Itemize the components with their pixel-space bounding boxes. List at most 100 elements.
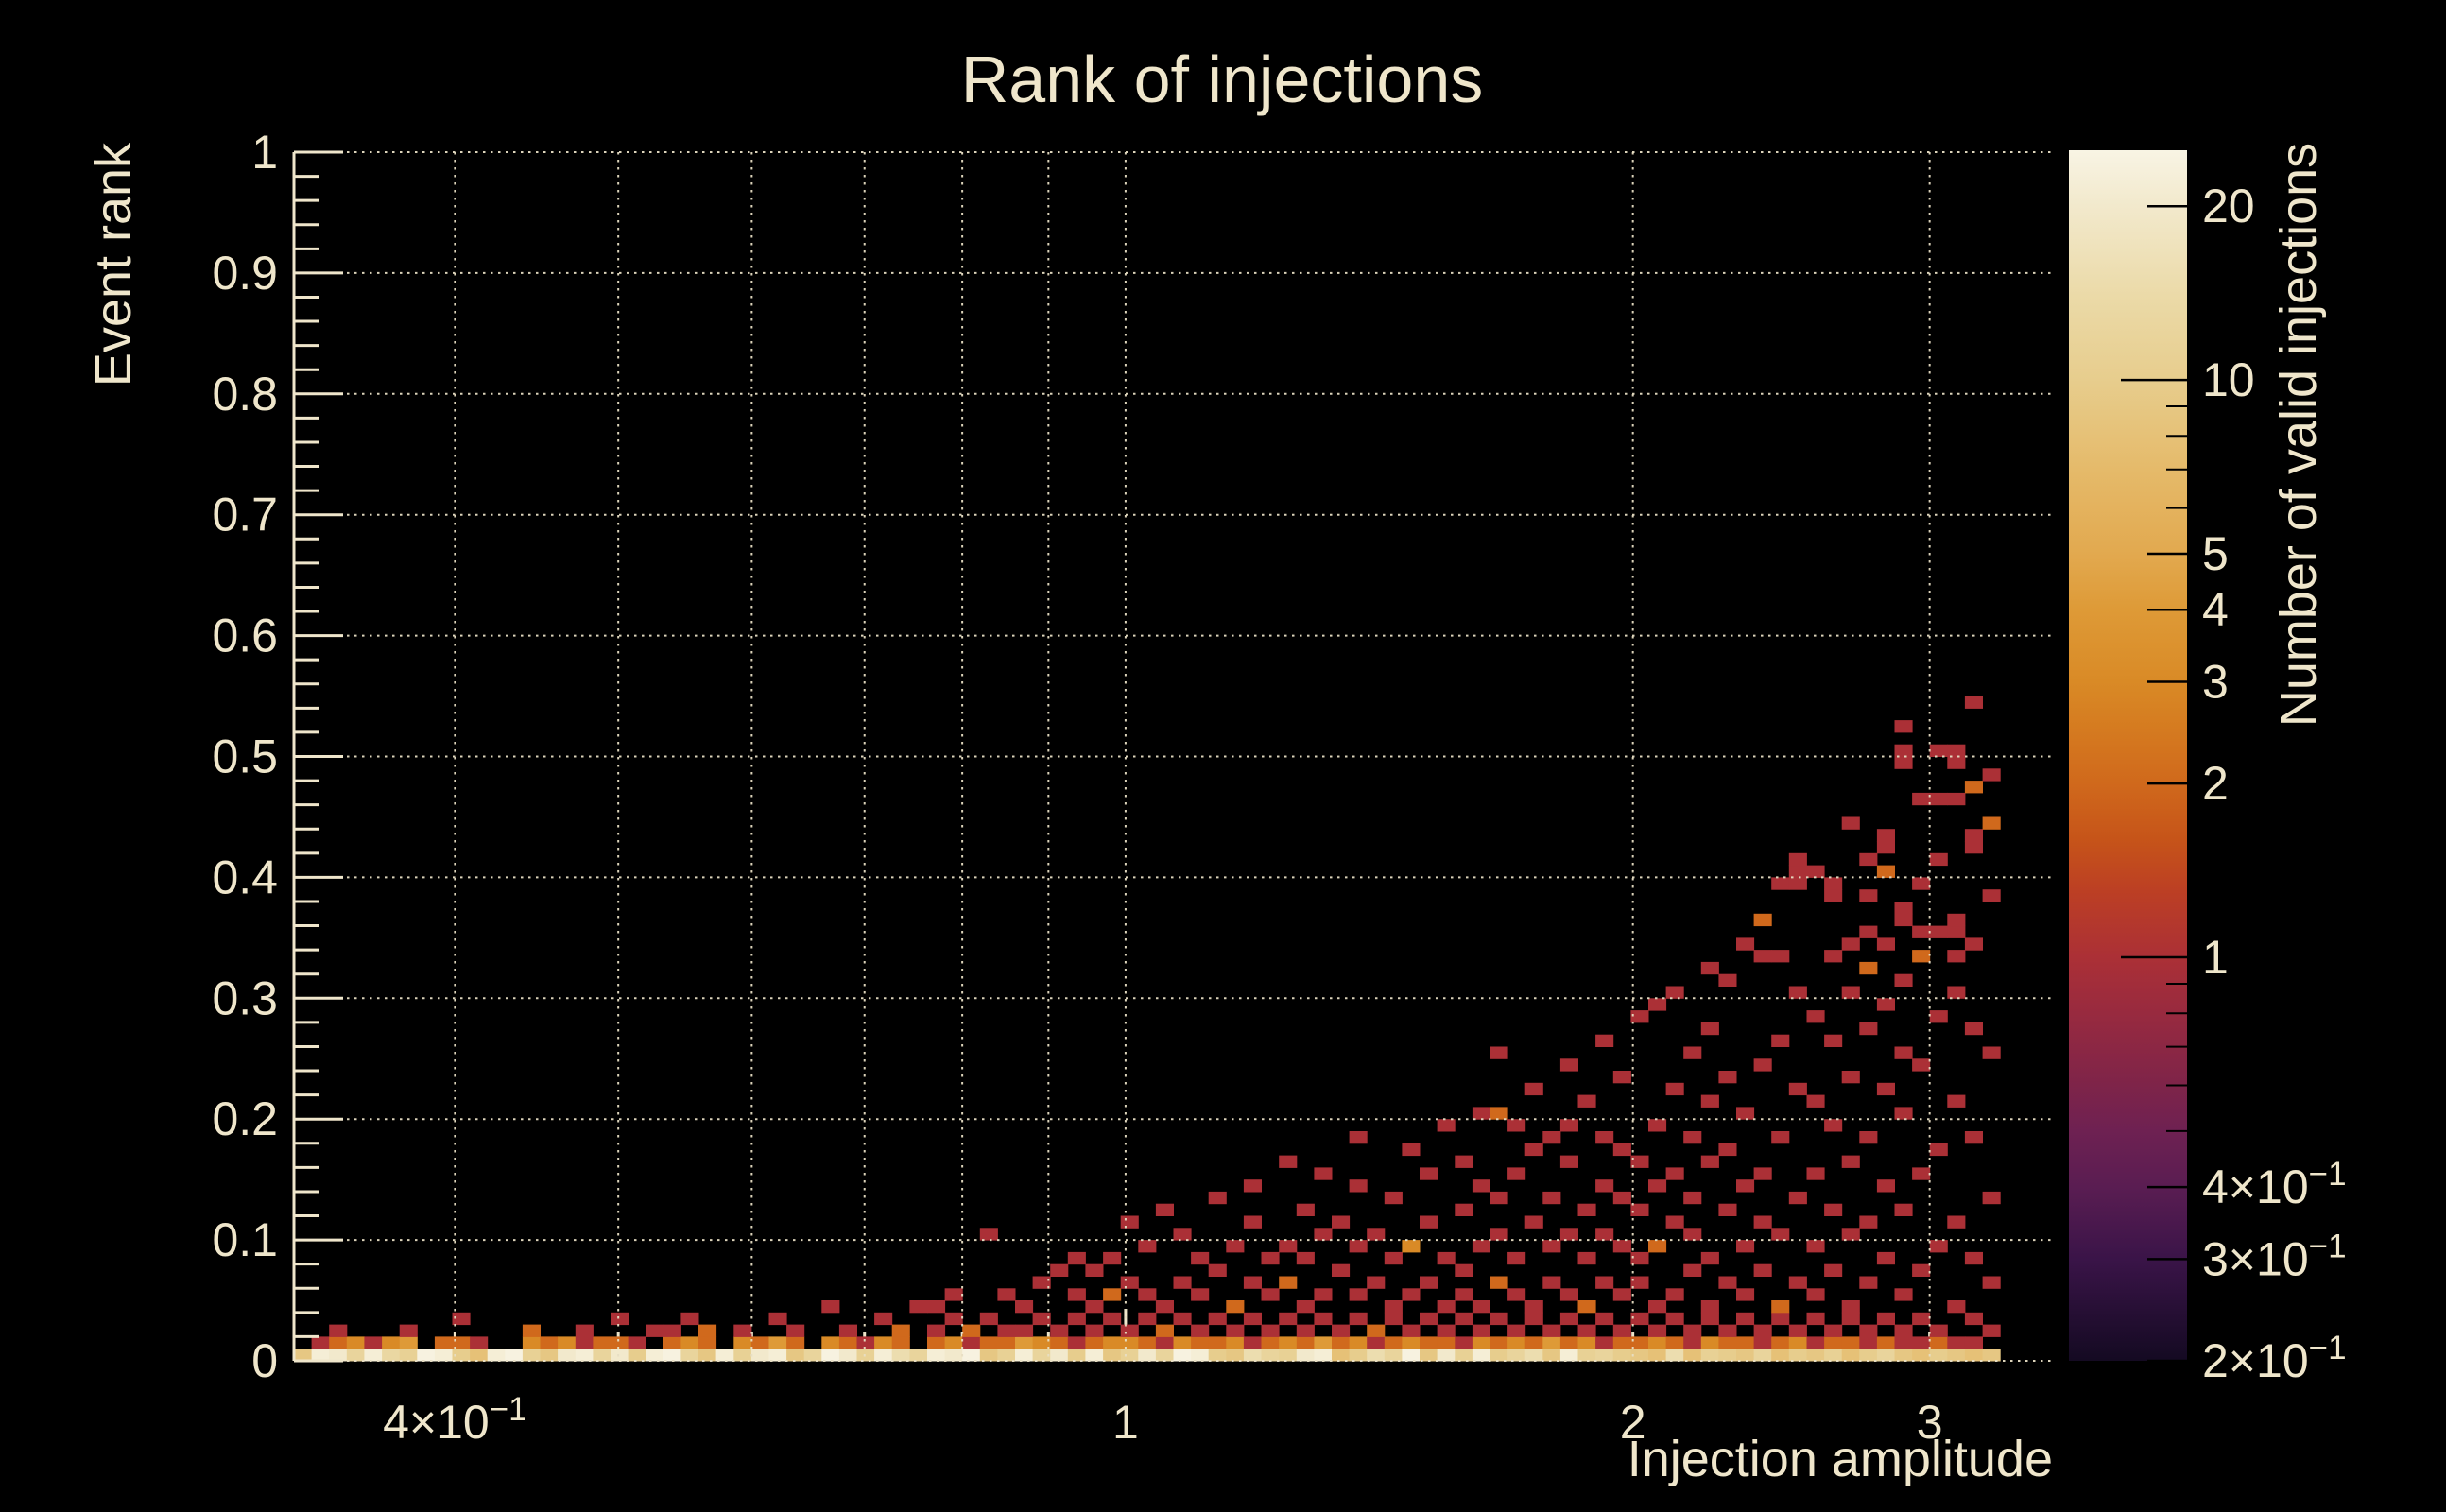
heatmap-cell bbox=[1138, 1349, 1157, 1362]
heatmap-cell bbox=[1050, 1324, 1069, 1337]
heatmap-cell bbox=[1050, 1349, 1069, 1362]
heatmap-cell bbox=[698, 1349, 717, 1362]
heatmap-cell bbox=[1894, 1349, 1913, 1362]
heatmap-cell bbox=[1314, 1228, 1333, 1241]
heatmap-cell bbox=[1929, 1349, 1948, 1362]
heatmap-cell bbox=[1595, 1034, 1614, 1047]
heatmap-cell bbox=[1771, 1131, 1790, 1144]
heatmap-cell bbox=[1806, 1349, 1825, 1362]
heatmap-cell bbox=[1367, 1349, 1386, 1362]
heatmap-cell bbox=[663, 1349, 681, 1362]
heatmap-cell bbox=[558, 1349, 577, 1362]
heatmap-cell bbox=[944, 1336, 963, 1349]
heatmap-cell bbox=[821, 1336, 840, 1349]
heatmap-cell bbox=[1771, 877, 1790, 890]
heatmap-cell bbox=[1736, 1107, 1755, 1120]
heatmap-cell bbox=[1437, 1119, 1456, 1132]
heatmap-cell bbox=[1929, 1336, 1948, 1349]
heatmap-cell bbox=[1912, 1263, 1931, 1277]
heatmap-cell bbox=[505, 1349, 524, 1362]
heatmap-cell bbox=[1947, 925, 1966, 938]
heatmap-cell bbox=[1894, 1336, 1913, 1349]
heatmap-cell bbox=[1894, 902, 1913, 915]
heatmap-cell bbox=[1208, 1263, 1227, 1277]
heatmap-cell bbox=[1788, 1324, 1807, 1337]
heatmap-cell bbox=[874, 1336, 893, 1349]
heatmap-cell bbox=[1894, 973, 1913, 987]
colorbar-tick-label: 3 bbox=[2202, 656, 2229, 709]
heatmap-cell bbox=[1665, 1336, 1684, 1349]
heatmap-cell bbox=[1876, 1349, 1895, 1362]
heatmap-cell bbox=[1894, 1107, 1913, 1120]
heatmap-cell bbox=[1947, 792, 1966, 806]
heatmap-cell bbox=[1947, 1094, 1966, 1108]
heatmap-cell bbox=[1120, 1215, 1139, 1228]
heatmap-cell bbox=[1279, 1240, 1298, 1253]
heatmap-cell bbox=[1683, 1191, 1702, 1205]
heatmap-cell bbox=[1507, 1324, 1526, 1337]
heatmap-cell bbox=[1947, 756, 1966, 769]
heatmap-cell bbox=[1683, 1263, 1702, 1277]
heatmap-cell bbox=[1226, 1336, 1245, 1349]
heatmap-cell bbox=[1279, 1276, 1298, 1289]
heatmap-cell bbox=[1630, 1349, 1649, 1362]
x-axis-title: Injection amplitude bbox=[1628, 1431, 2053, 1487]
heatmap-cell bbox=[927, 1300, 946, 1314]
heatmap-cell bbox=[1296, 1203, 1315, 1216]
heatmap-cell bbox=[1455, 1336, 1473, 1349]
colorbar-tick-label: 2 bbox=[2202, 757, 2229, 810]
heatmap-cell bbox=[1226, 1300, 1245, 1314]
heatmap-cell bbox=[628, 1336, 646, 1349]
heatmap-cell bbox=[1912, 1336, 1931, 1349]
heatmap-cell bbox=[1138, 1312, 1157, 1326]
heatmap-cell bbox=[1912, 877, 1931, 890]
heatmap-cell bbox=[1683, 1228, 1702, 1241]
heatmap-cell bbox=[417, 1349, 436, 1362]
heatmap-cell bbox=[1243, 1336, 1262, 1349]
colorbar: 20 10 54 3 2 1 4×10−1 3×10−1 2×10−1 bbox=[2069, 150, 2347, 1387]
heatmap-cell bbox=[1332, 1349, 1351, 1362]
heatmap-cell bbox=[1824, 889, 1843, 902]
heatmap-cell bbox=[382, 1349, 401, 1362]
heatmap-cell bbox=[1718, 1349, 1737, 1362]
heatmap-cell bbox=[1067, 1349, 1086, 1362]
heatmap-cell bbox=[1559, 1119, 1578, 1132]
heatmap-cell bbox=[1876, 841, 1895, 854]
heatmap-cell bbox=[1208, 1312, 1227, 1326]
heatmap-cell bbox=[1296, 1349, 1315, 1362]
heatmap-cell bbox=[1314, 1167, 1333, 1180]
heatmap-cell bbox=[856, 1336, 875, 1349]
heatmap-cell bbox=[1771, 950, 1790, 963]
heatmap-cell bbox=[768, 1312, 787, 1326]
heatmap-cell bbox=[1753, 1167, 1772, 1180]
heatmap-cell bbox=[1490, 1191, 1508, 1205]
heatmap-cell bbox=[1788, 865, 1807, 878]
heatmap-cell bbox=[1824, 1349, 1843, 1362]
heatmap-cell bbox=[979, 1336, 998, 1349]
heatmap-cell bbox=[1982, 816, 2001, 830]
colorbar-tick-label: 20 bbox=[2202, 180, 2255, 232]
heatmap-cell bbox=[1191, 1336, 1210, 1349]
heatmap-cell bbox=[1788, 1276, 1807, 1289]
heatmap-cell bbox=[1332, 1324, 1351, 1337]
colorbar-gradient bbox=[2069, 150, 2187, 1361]
heatmap-cell bbox=[1806, 1240, 1825, 1253]
heatmap-cell bbox=[1894, 1324, 1913, 1337]
heatmap-cell bbox=[1824, 1034, 1843, 1047]
heatmap-cell bbox=[1559, 1155, 1578, 1168]
heatmap-cell bbox=[1226, 1349, 1245, 1362]
heatmap-cell bbox=[1332, 1215, 1351, 1228]
heatmap-cell bbox=[1718, 1324, 1737, 1337]
heatmap-cell bbox=[1507, 1349, 1526, 1362]
heatmap-cell bbox=[1612, 1191, 1631, 1205]
heatmap-cell bbox=[1507, 1167, 1526, 1180]
heatmap-cell bbox=[329, 1324, 348, 1337]
heatmap-cell bbox=[1876, 1082, 1895, 1096]
heatmap-cell bbox=[593, 1336, 612, 1349]
heatmap-cell bbox=[927, 1336, 946, 1349]
heatmap-cell bbox=[1665, 1288, 1684, 1301]
heatmap-cell bbox=[1559, 1228, 1578, 1241]
heatmap-cell bbox=[1384, 1349, 1403, 1362]
heatmap-cell bbox=[1490, 1046, 1508, 1059]
heatmap-cell bbox=[1824, 1203, 1843, 1216]
